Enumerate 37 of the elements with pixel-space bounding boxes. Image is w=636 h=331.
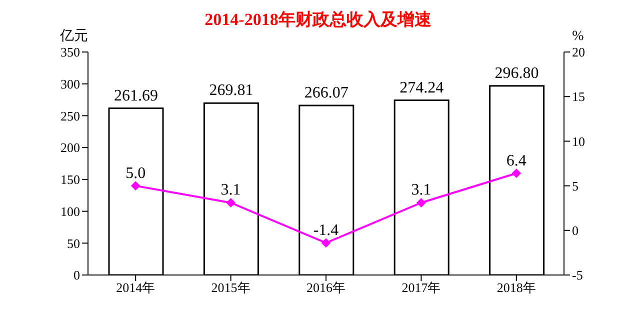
y2-tick-label: 15 bbox=[572, 89, 585, 104]
data-label: 266.07 bbox=[304, 84, 348, 102]
y-tick-label: 0 bbox=[74, 268, 80, 283]
y-tick-label: 350 bbox=[60, 44, 80, 60]
y2-tick-label: -5 bbox=[572, 268, 583, 283]
y-tick-label: 300 bbox=[60, 76, 80, 92]
y2-axis-title: % bbox=[572, 29, 584, 44]
x-tick-label: 2017年 bbox=[402, 280, 441, 296]
y2-tick-label: 20 bbox=[572, 44, 585, 60]
y2-tick-label: 5 bbox=[572, 178, 578, 194]
y-tick-label: 150 bbox=[60, 172, 80, 188]
point bbox=[322, 238, 330, 248]
chart-title: 2014-2018年财政总收入及增速 bbox=[204, 9, 432, 30]
data-label: 296.80 bbox=[494, 64, 539, 82]
data-label: 6.4 bbox=[506, 152, 526, 170]
y-tick-label: 200 bbox=[60, 140, 80, 156]
point bbox=[416, 198, 426, 208]
data-label: 3.1 bbox=[220, 182, 241, 199]
y-tick-label: 250 bbox=[60, 108, 80, 124]
x-tick-label: 2016年 bbox=[306, 280, 346, 296]
point bbox=[226, 198, 236, 208]
y2-tick-label: 10 bbox=[572, 134, 585, 149]
data-label: 269.81 bbox=[209, 82, 254, 100]
x-tick-label: 2015年 bbox=[211, 280, 250, 296]
x-tick-label: 2014年 bbox=[116, 280, 156, 296]
data-label: 261.69 bbox=[114, 87, 158, 104]
y-tick-label: 100 bbox=[60, 204, 80, 219]
y2-tick-label: 0 bbox=[572, 223, 578, 238]
data-label: 3.1 bbox=[411, 182, 432, 199]
data-label: 5.0 bbox=[126, 164, 146, 182]
y-tick-label: 50 bbox=[67, 236, 80, 251]
point bbox=[512, 168, 521, 178]
x-tick-label: 2018年 bbox=[496, 280, 536, 296]
y-axis-title: 亿元 bbox=[60, 28, 88, 46]
point bbox=[131, 181, 140, 190]
data-label: -1.4 bbox=[313, 222, 339, 239]
data-label: 274.24 bbox=[400, 79, 444, 96]
